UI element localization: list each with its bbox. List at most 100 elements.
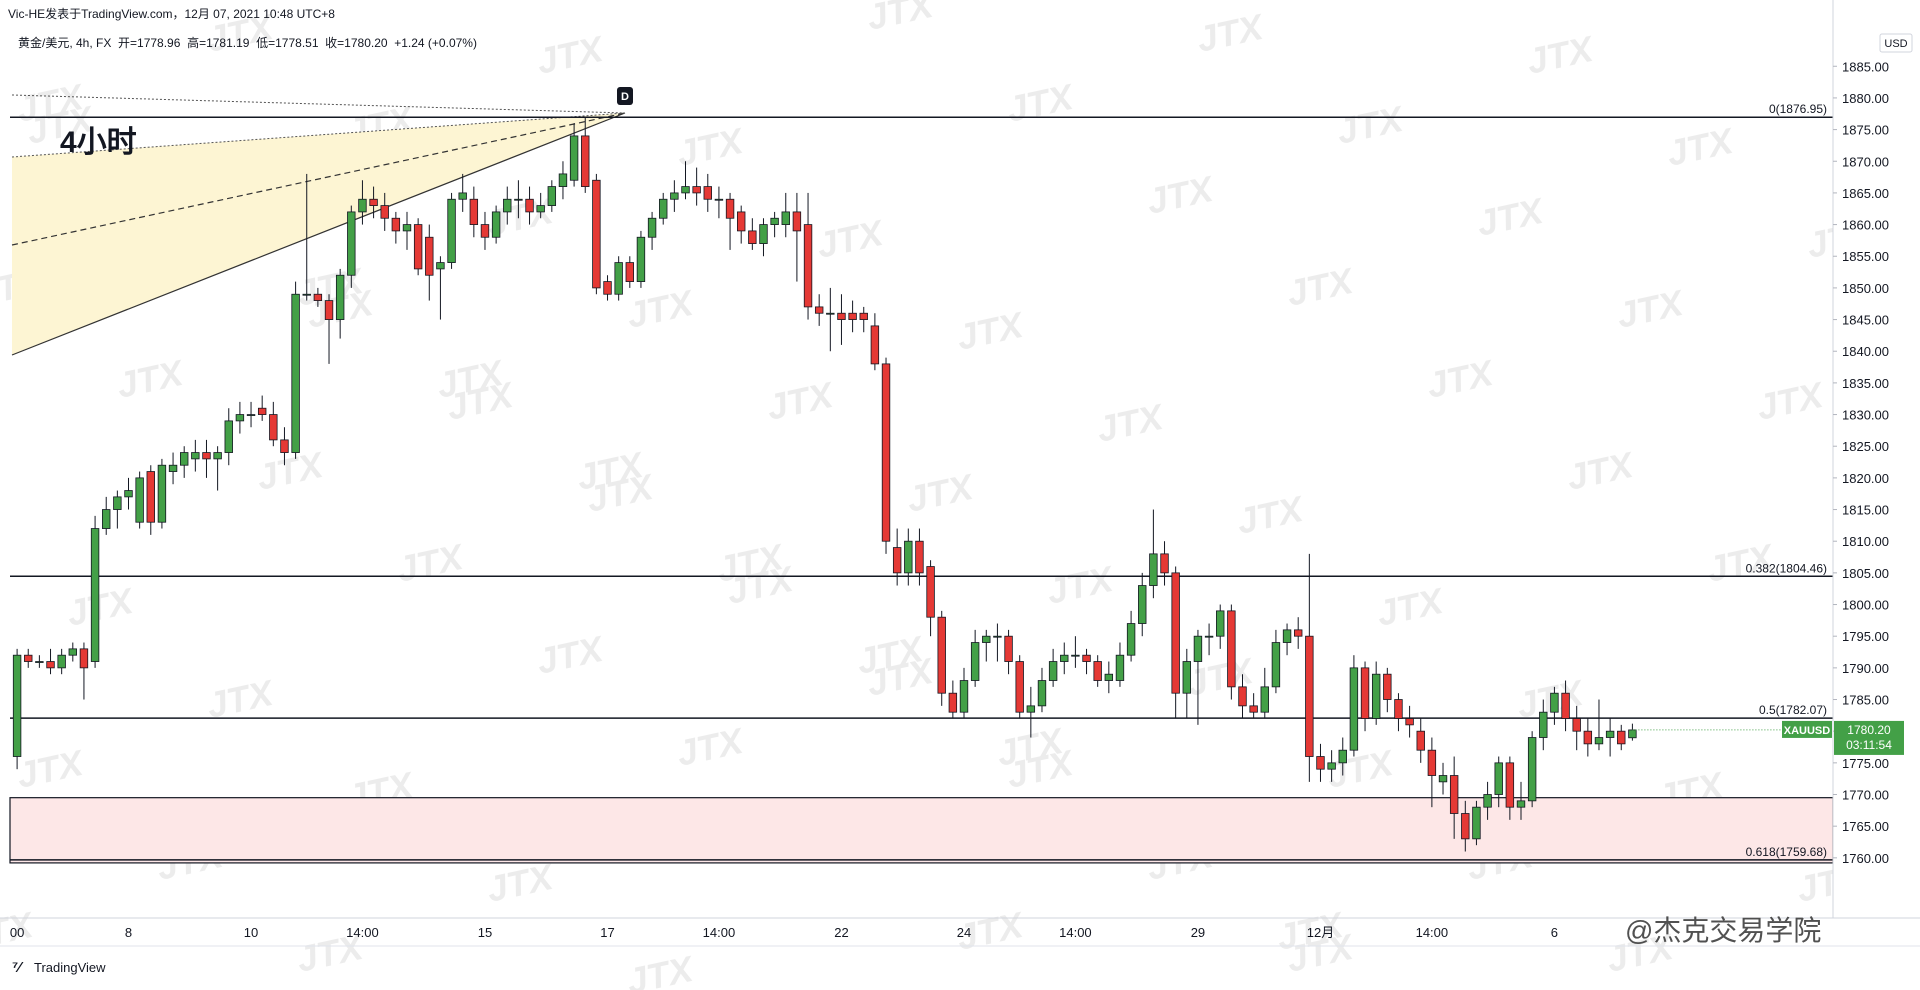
x-tick-label: 24 [957, 925, 971, 940]
watermark: JTX [1563, 444, 1638, 498]
candle-body [1316, 756, 1325, 770]
watermark: JTX [1663, 120, 1738, 174]
y-tick-label: 1870.00 [1842, 154, 1889, 169]
watermark: JTX [623, 282, 698, 336]
candle-body [1583, 730, 1593, 745]
watermark: JTX [393, 536, 468, 590]
candle-body [1449, 775, 1459, 814]
candle-body [1294, 629, 1303, 637]
candle-body [1605, 730, 1615, 738]
candle-body [1327, 762, 1336, 770]
candle-body [1071, 654, 1080, 657]
candle-body [937, 616, 946, 694]
candle-body [770, 217, 779, 225]
currency: USD [1884, 38, 1907, 50]
candle-body [547, 186, 557, 206]
x-tick-label: 10 [244, 925, 258, 940]
candle-body [436, 262, 445, 270]
watermark: JTX [113, 352, 188, 406]
fan-line [11, 94, 626, 114]
candle-body [46, 661, 55, 669]
candle-body [1527, 737, 1537, 802]
candle-body [68, 648, 77, 656]
fan-line [11, 112, 626, 356]
candle-body [358, 198, 367, 213]
candle-body [458, 192, 467, 200]
logo: ⁷⁄ [12, 959, 24, 976]
candle-body [1338, 749, 1347, 764]
candle-body [257, 407, 267, 415]
candle-body [592, 179, 601, 289]
y-tick-label: 1810.00 [1842, 534, 1889, 549]
candle-body [948, 692, 958, 713]
last-price: 1780.20 [1847, 723, 1891, 737]
watermark: JTX [63, 580, 138, 634]
candle-body [1516, 800, 1526, 808]
candle-body [993, 635, 1002, 638]
countdown: 03:11:54 [1846, 738, 1892, 752]
candle-body [480, 224, 490, 238]
candle-body [1026, 705, 1036, 713]
candle-body [402, 224, 412, 232]
header: Vic-HE发表于TradingView.com，12月 07, 2021 10… [8, 6, 335, 21]
x-tick-label: 29 [1191, 925, 1205, 940]
candle-body [926, 566, 935, 618]
x-tick-label: 14:00 [1416, 925, 1449, 940]
candle-body [692, 186, 701, 194]
watermark: JTX [953, 304, 1028, 358]
candle-body [525, 198, 534, 213]
candle-body [1416, 730, 1425, 751]
fan-line [11, 112, 626, 246]
y-tick-label: 1770.00 [1842, 788, 1889, 803]
y-tick-label: 1805.00 [1842, 566, 1889, 581]
candle-body [1004, 635, 1013, 662]
candle-body [1048, 661, 1058, 681]
watermark: JTX [1523, 28, 1598, 82]
candle-body [1617, 730, 1626, 745]
candle-body [1427, 749, 1437, 776]
candle-body [737, 211, 746, 232]
marker-text: D [621, 91, 629, 103]
candle-body [57, 654, 66, 669]
candle-body [291, 293, 300, 453]
x-tick-label: 00 [10, 925, 24, 940]
candle-body [1093, 661, 1102, 681]
candle-body [179, 452, 189, 466]
y-tick-label: 1840.00 [1842, 344, 1889, 359]
candle-body [1260, 686, 1269, 713]
legend-text: 黄金/美元, 4h, FX 开=1778.96 高=1781.19 低=1778… [18, 35, 477, 50]
zone-layer [9, 797, 1834, 864]
candle-body [670, 192, 679, 200]
watermark: JTX [1233, 488, 1308, 542]
candle-body [1182, 661, 1191, 694]
x-tick-label: 15 [478, 925, 492, 940]
candle-body [837, 312, 846, 320]
watermark: JTX [1193, 6, 1268, 60]
watermark: JTX [903, 466, 978, 520]
level-label: 0(1876.95) [1769, 102, 1827, 116]
candle-body [558, 173, 568, 187]
candle-body [168, 464, 178, 472]
candle-body [447, 198, 456, 263]
watermark: JTX [763, 374, 838, 428]
watermark: JTX [673, 120, 748, 174]
y-tick-label: 1795.00 [1842, 629, 1889, 644]
watermark: JTX [863, 0, 938, 38]
signature: @杰克交易学院 [1625, 915, 1821, 946]
candle-body [224, 420, 233, 453]
x-tick-label: 14:00 [703, 925, 736, 940]
candle-body [1438, 775, 1448, 783]
candle-body [603, 281, 612, 295]
candle-body [1505, 762, 1515, 808]
candle-body [1238, 686, 1247, 707]
x-tick-label: 14:00 [346, 925, 379, 940]
watermark: JTX [1473, 190, 1548, 244]
candle-body [313, 293, 323, 301]
candle-body [124, 490, 133, 498]
candle-body [391, 217, 401, 232]
price-axis [1833, 0, 1920, 918]
candle-body [202, 452, 211, 460]
candle-body [614, 262, 623, 295]
candle-body [581, 135, 590, 187]
candle-body [1461, 813, 1470, 840]
